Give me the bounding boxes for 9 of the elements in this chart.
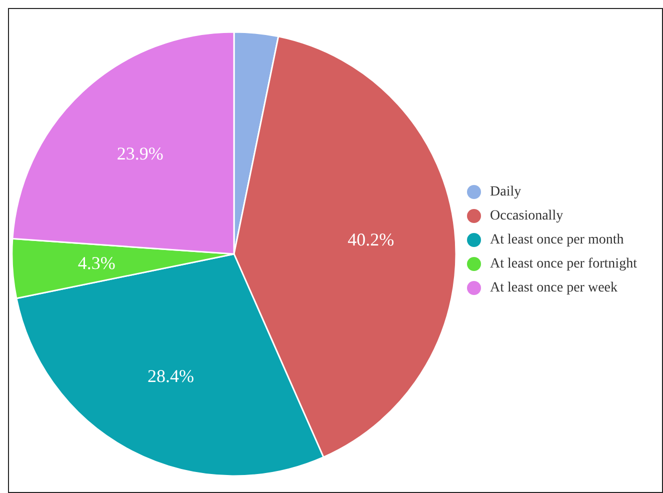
legend-label: At least once per week: [490, 280, 618, 296]
data-label: 40.2%: [348, 229, 394, 250]
legend-label: Occasionally: [490, 208, 564, 224]
legend-label: At least once per month: [490, 232, 624, 248]
legend-label: At least once per fortnight: [490, 256, 638, 272]
data-label: 28.4%: [147, 366, 194, 386]
data-label: 4.3%: [78, 253, 116, 274]
legend-label: Daily: [490, 184, 522, 200]
data-label: 23.9%: [116, 143, 164, 164]
